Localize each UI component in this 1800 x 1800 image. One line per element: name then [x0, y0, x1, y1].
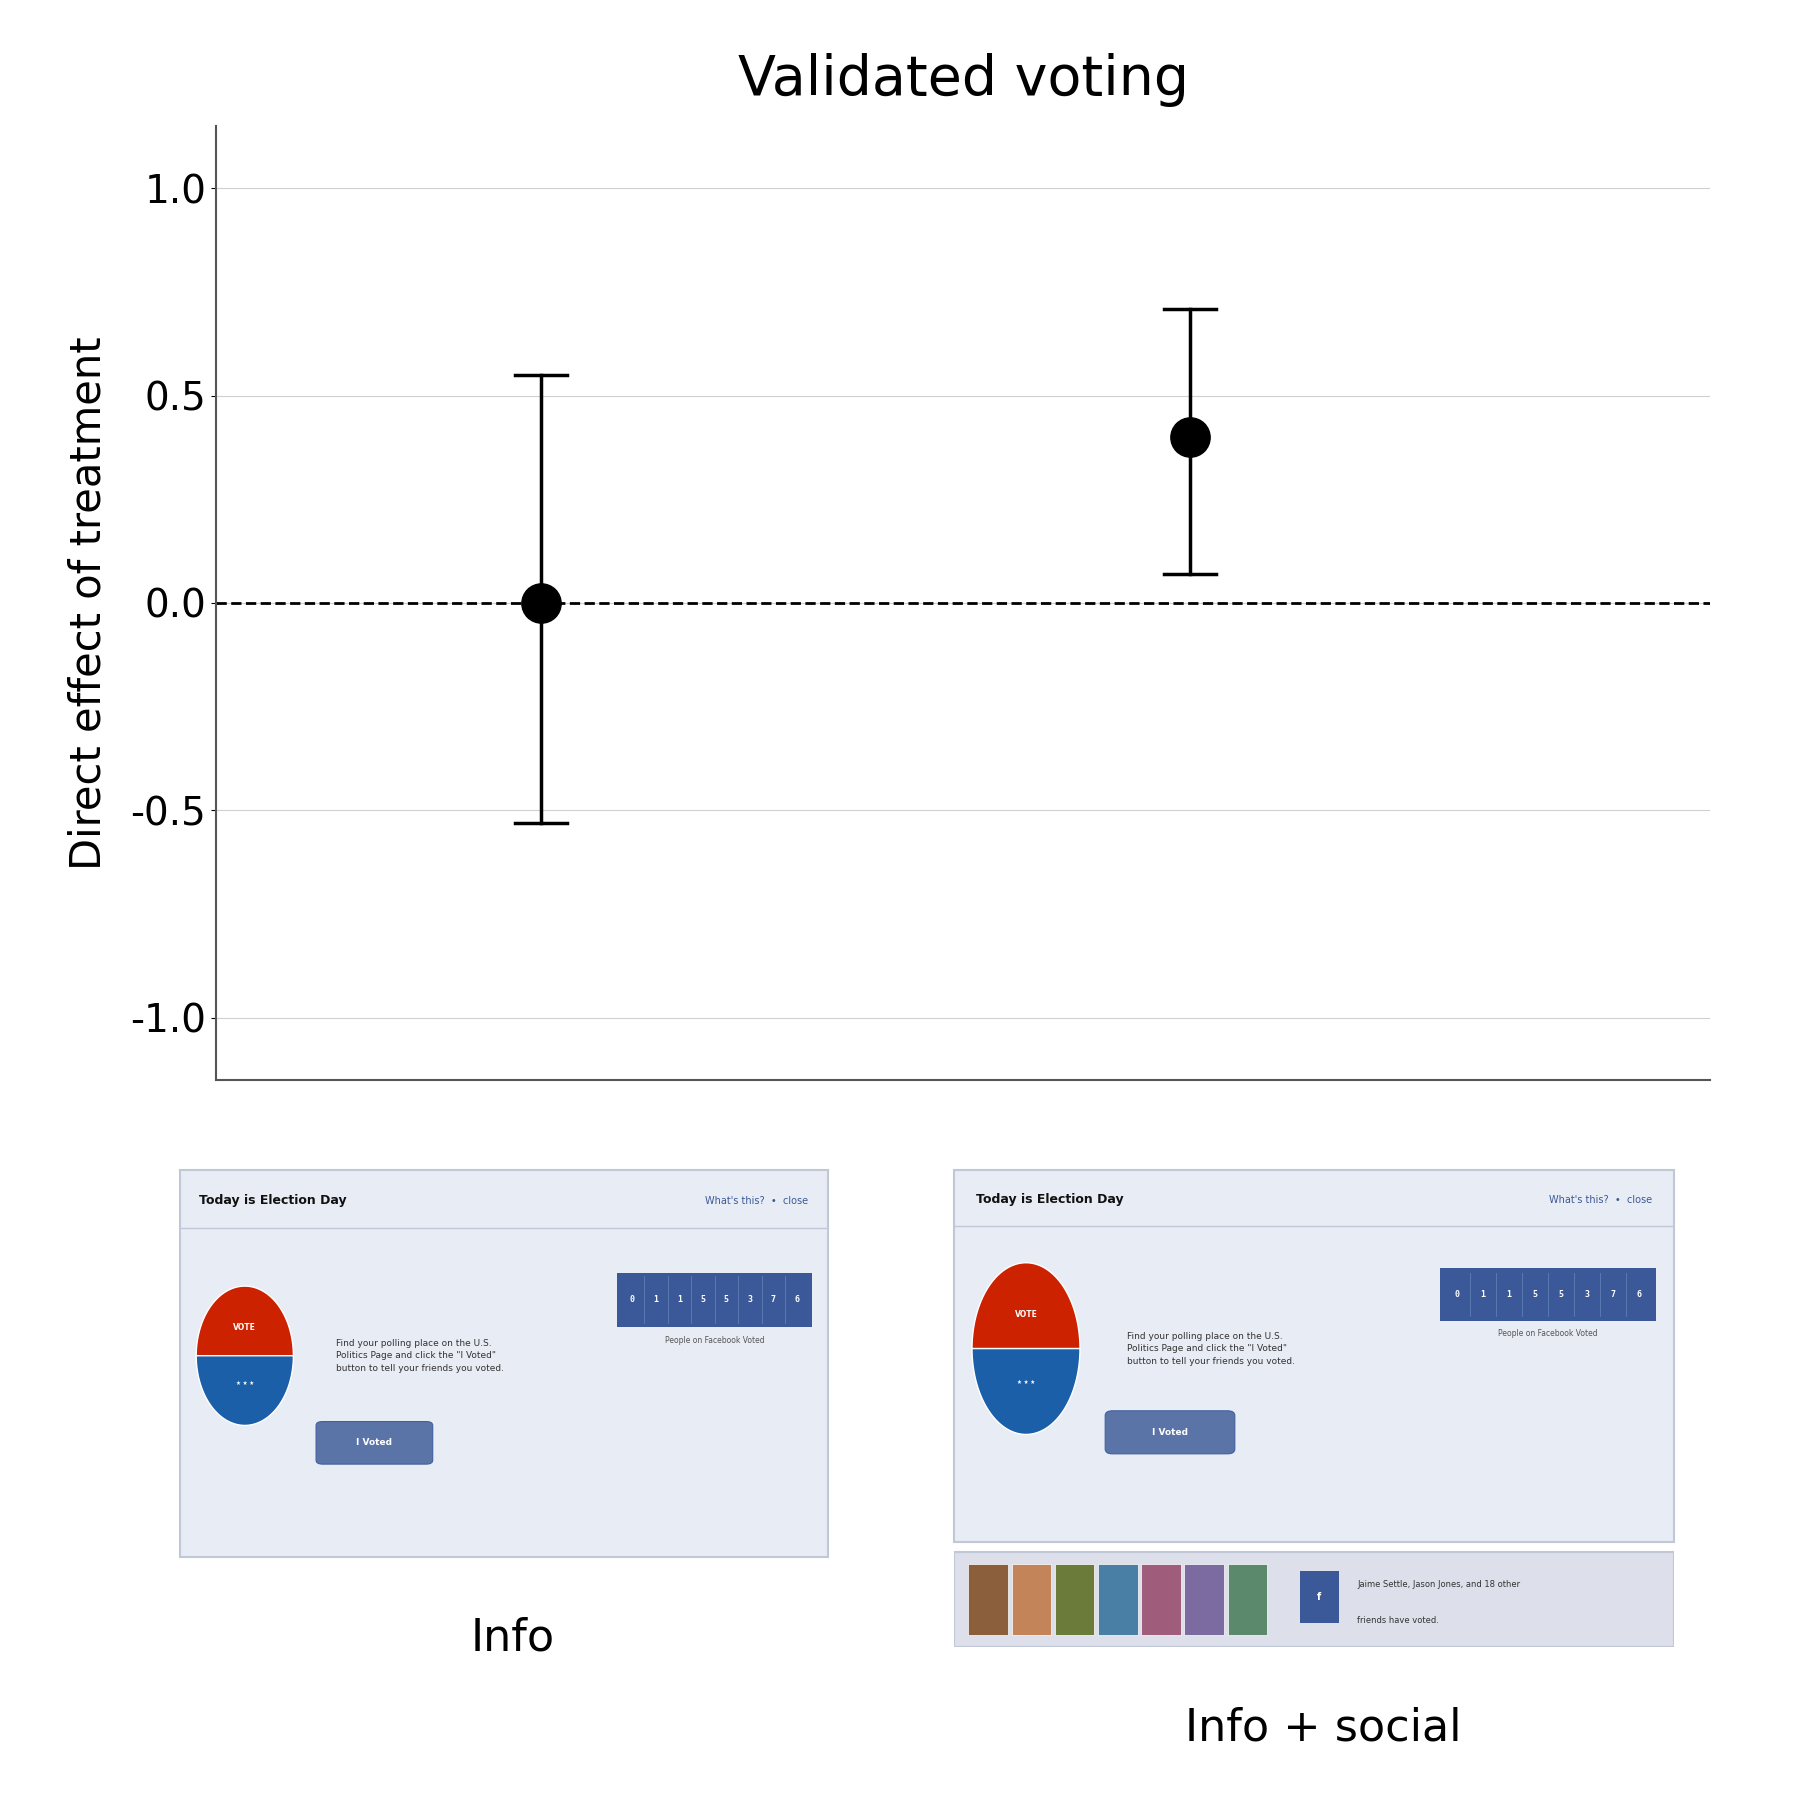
- Text: What's this?  •  close: What's this? • close: [1550, 1195, 1652, 1204]
- Polygon shape: [972, 1348, 1080, 1435]
- Text: 7: 7: [1611, 1291, 1616, 1300]
- Text: Info + social: Info + social: [1184, 1706, 1462, 1750]
- FancyBboxPatch shape: [954, 1170, 1674, 1543]
- Polygon shape: [196, 1355, 293, 1426]
- Text: VOTE: VOTE: [1015, 1310, 1037, 1319]
- Y-axis label: Direct effect of treatment: Direct effect of treatment: [67, 337, 110, 869]
- Text: Today is Election Day: Today is Election Day: [976, 1193, 1123, 1206]
- FancyBboxPatch shape: [1300, 1571, 1339, 1624]
- Text: ★ ★ ★: ★ ★ ★: [1017, 1381, 1035, 1386]
- FancyBboxPatch shape: [180, 1170, 828, 1557]
- Polygon shape: [972, 1264, 1080, 1348]
- Text: f: f: [1318, 1591, 1321, 1602]
- Text: 1: 1: [1507, 1291, 1512, 1300]
- Text: What's this?  •  close: What's this? • close: [706, 1195, 808, 1206]
- Text: 3: 3: [747, 1296, 752, 1305]
- FancyBboxPatch shape: [1440, 1267, 1656, 1321]
- Text: 6: 6: [1636, 1291, 1642, 1300]
- Text: Find your polling place on the U.S.
Politics Page and click the "I Voted"
button: Find your polling place on the U.S. Poli…: [1127, 1332, 1294, 1366]
- FancyBboxPatch shape: [317, 1422, 432, 1463]
- Text: 3: 3: [1584, 1291, 1589, 1300]
- Point: [526, 589, 554, 617]
- Text: 6: 6: [794, 1296, 799, 1305]
- Text: 5: 5: [724, 1296, 729, 1305]
- Text: 1: 1: [1480, 1291, 1485, 1300]
- Text: 5: 5: [1532, 1291, 1537, 1300]
- FancyBboxPatch shape: [1012, 1564, 1051, 1634]
- FancyBboxPatch shape: [1141, 1564, 1181, 1634]
- FancyBboxPatch shape: [1055, 1564, 1094, 1634]
- Point: [1175, 423, 1204, 452]
- Text: 1: 1: [677, 1296, 682, 1305]
- Text: VOTE: VOTE: [234, 1323, 256, 1332]
- Text: friends have voted.: friends have voted.: [1357, 1616, 1438, 1625]
- Title: Validated voting: Validated voting: [738, 54, 1188, 108]
- FancyBboxPatch shape: [617, 1273, 812, 1327]
- Text: People on Facebook Voted: People on Facebook Voted: [664, 1336, 765, 1345]
- Text: 1: 1: [653, 1296, 659, 1305]
- Text: I Voted: I Voted: [356, 1438, 392, 1447]
- FancyBboxPatch shape: [1184, 1564, 1224, 1634]
- FancyBboxPatch shape: [968, 1564, 1008, 1634]
- Text: 0: 0: [1454, 1291, 1460, 1300]
- Text: Info: Info: [472, 1616, 554, 1660]
- Text: 5: 5: [1559, 1291, 1564, 1300]
- Text: ★ ★ ★: ★ ★ ★: [236, 1381, 254, 1386]
- FancyBboxPatch shape: [1105, 1411, 1235, 1454]
- Text: People on Facebook Voted: People on Facebook Voted: [1498, 1328, 1598, 1337]
- FancyBboxPatch shape: [1228, 1564, 1267, 1634]
- FancyBboxPatch shape: [954, 1552, 1674, 1647]
- FancyBboxPatch shape: [1098, 1564, 1138, 1634]
- Text: I Voted: I Voted: [1152, 1427, 1188, 1436]
- Text: 0: 0: [630, 1296, 635, 1305]
- Text: Jaime Settle, Jason Jones, and 18 other: Jaime Settle, Jason Jones, and 18 other: [1357, 1580, 1521, 1589]
- Text: 5: 5: [700, 1296, 706, 1305]
- Polygon shape: [196, 1287, 293, 1355]
- Text: 7: 7: [770, 1296, 776, 1305]
- Text: Today is Election Day: Today is Election Day: [200, 1195, 347, 1208]
- Text: Find your polling place on the U.S.
Politics Page and click the "I Voted"
button: Find your polling place on the U.S. Poli…: [335, 1339, 504, 1373]
